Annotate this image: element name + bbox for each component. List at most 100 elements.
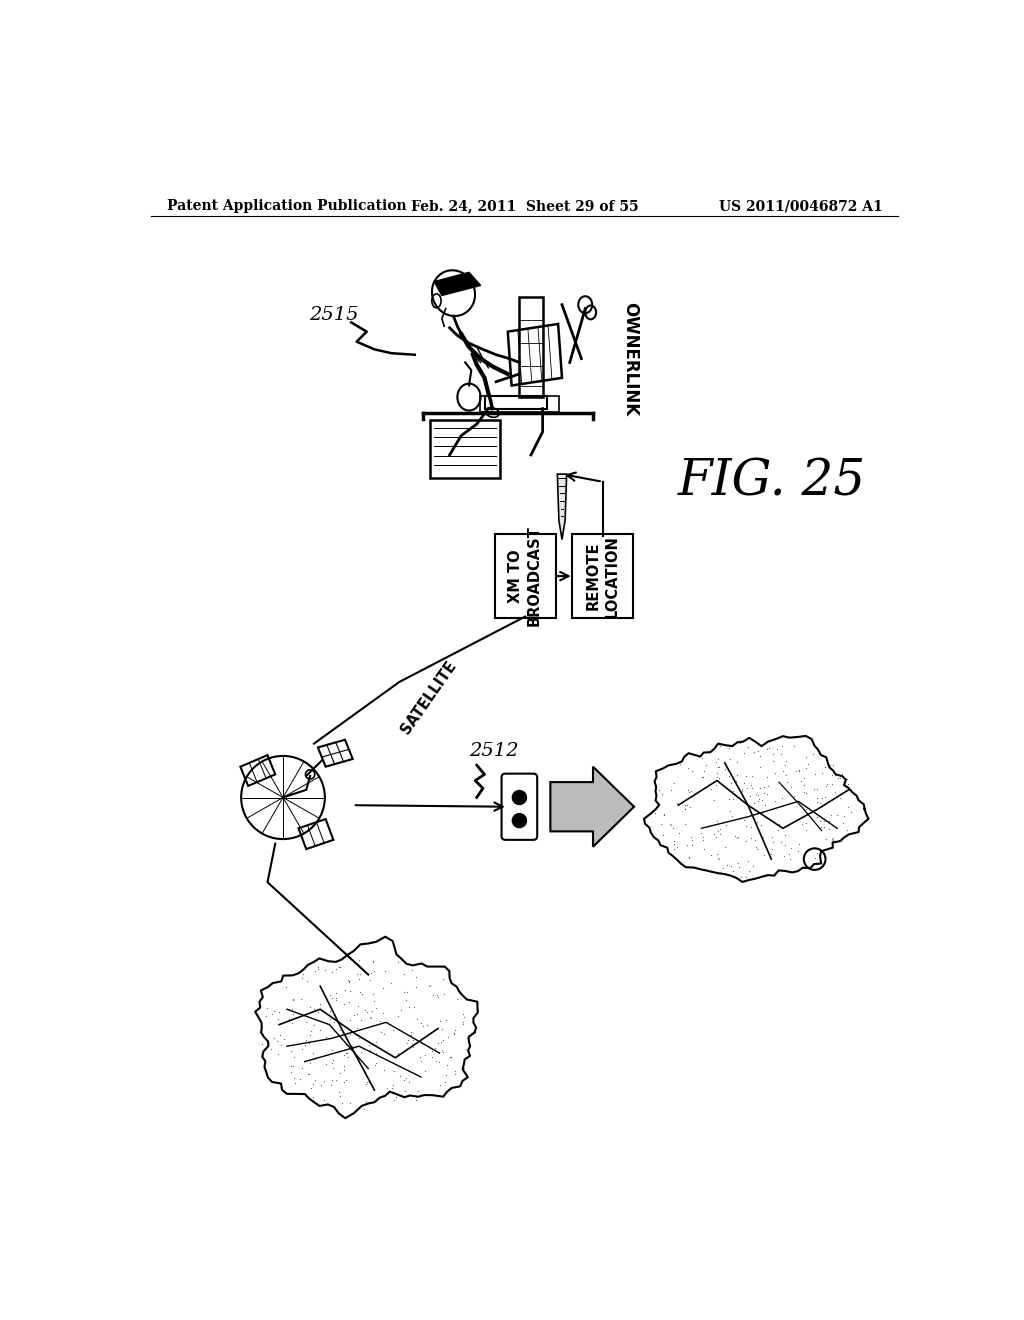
Point — [775, 846, 792, 867]
Point — [708, 826, 724, 847]
Polygon shape — [434, 272, 480, 296]
Point — [409, 1032, 425, 1053]
Point — [682, 796, 698, 817]
Point — [662, 813, 678, 834]
Point — [403, 1024, 420, 1045]
Point — [717, 837, 733, 858]
Text: SATELLITE: SATELLITE — [397, 659, 459, 737]
Point — [325, 1057, 341, 1078]
Point — [721, 738, 737, 759]
Point — [748, 837, 764, 858]
Point — [736, 774, 753, 795]
Point — [693, 822, 710, 843]
Point — [349, 1018, 366, 1039]
Point — [745, 742, 762, 763]
Point — [309, 1001, 326, 1022]
Point — [774, 735, 791, 756]
Point — [292, 1005, 308, 1026]
Point — [837, 767, 853, 788]
Point — [738, 816, 755, 837]
Point — [663, 814, 679, 836]
Text: FIG. 25: FIG. 25 — [678, 457, 866, 507]
Point — [368, 1041, 384, 1063]
Point — [437, 1072, 454, 1093]
Point — [677, 799, 693, 820]
Point — [301, 1032, 317, 1053]
Point — [447, 1064, 464, 1085]
Point — [723, 855, 739, 876]
Point — [715, 858, 731, 879]
Ellipse shape — [485, 408, 499, 417]
Point — [744, 777, 761, 799]
Point — [392, 1065, 409, 1086]
Point — [324, 987, 340, 1008]
Point — [342, 981, 358, 1002]
Point — [722, 748, 738, 770]
Point — [706, 822, 722, 843]
Point — [684, 834, 700, 855]
Point — [665, 818, 681, 840]
Point — [327, 1020, 343, 1041]
Point — [773, 743, 790, 764]
Point — [812, 810, 828, 832]
Point — [647, 803, 664, 824]
Point — [777, 824, 794, 845]
Point — [651, 779, 668, 800]
Point — [843, 801, 859, 822]
Point — [310, 956, 327, 977]
Point — [350, 995, 367, 1016]
Point — [831, 787, 848, 808]
Point — [835, 763, 851, 784]
Point — [708, 775, 724, 796]
Point — [809, 788, 825, 809]
Point — [268, 1031, 285, 1052]
Point — [823, 764, 840, 785]
Point — [300, 1064, 316, 1085]
Point — [326, 1011, 342, 1032]
Point — [672, 754, 688, 775]
Point — [271, 1002, 288, 1023]
Point — [344, 1036, 360, 1057]
Point — [350, 1027, 367, 1048]
Point — [809, 779, 825, 800]
Point — [282, 1008, 298, 1030]
Point — [815, 817, 831, 838]
FancyBboxPatch shape — [502, 774, 538, 840]
Point — [371, 1086, 387, 1107]
Point — [734, 777, 751, 799]
Point — [302, 1020, 318, 1041]
Point — [764, 826, 780, 847]
Point — [340, 970, 356, 991]
Point — [285, 989, 301, 1010]
Point — [409, 1008, 425, 1030]
Point — [782, 776, 799, 797]
Point — [355, 1098, 372, 1119]
Point — [258, 1005, 274, 1026]
Point — [307, 961, 324, 982]
Point — [459, 1027, 475, 1048]
Point — [316, 1071, 333, 1092]
Point — [759, 766, 775, 787]
Point — [328, 958, 344, 979]
Point — [403, 1032, 420, 1053]
Point — [331, 1081, 347, 1102]
Point — [271, 1024, 288, 1045]
Point — [369, 1032, 385, 1053]
Point — [438, 1010, 455, 1031]
Point — [718, 814, 734, 836]
Point — [833, 768, 849, 789]
Point — [709, 843, 725, 865]
Point — [743, 816, 760, 837]
Point — [712, 735, 728, 756]
Point — [809, 842, 825, 863]
Point — [376, 1023, 392, 1044]
Point — [798, 812, 814, 833]
Point — [286, 1047, 302, 1068]
Point — [710, 821, 726, 842]
Point — [711, 849, 727, 870]
Point — [738, 766, 755, 787]
Point — [825, 828, 842, 849]
Point — [384, 1074, 400, 1096]
Point — [759, 738, 775, 759]
Point — [325, 1069, 341, 1090]
